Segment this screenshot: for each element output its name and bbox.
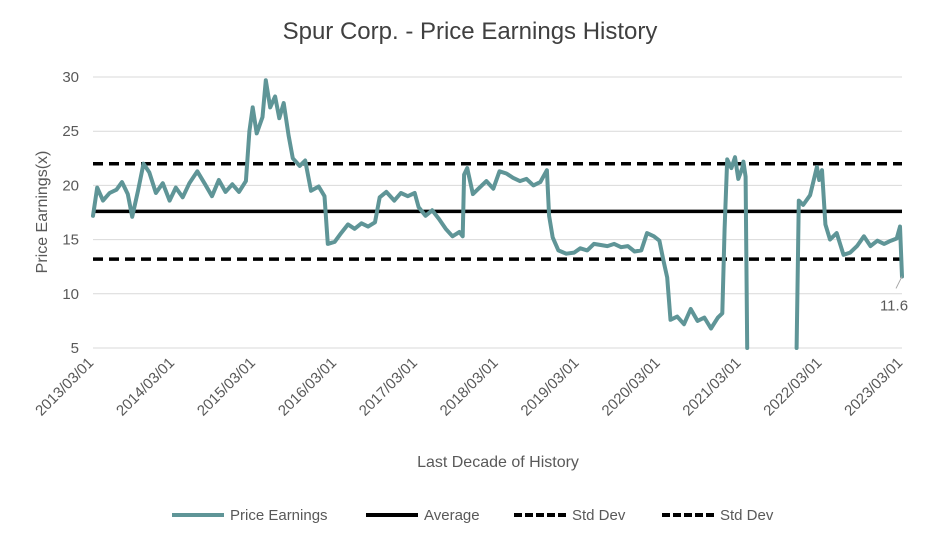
x-tick-label-9: 2022/03/01 <box>760 354 825 419</box>
data-labels: 11.6 <box>880 276 908 314</box>
legend-swatch-average <box>366 513 418 517</box>
x-tick-label-10: 2023/03/01 <box>841 354 906 419</box>
series-line-price-earnings-part-2 <box>794 165 904 350</box>
y-tick-labels: 5 10 15 20 25 30 <box>62 69 79 357</box>
y-tick-label-25: 25 <box>62 123 79 140</box>
y-axis-title: Price Earnings(x) <box>34 151 51 274</box>
data-label-last-value: 11.6 <box>880 297 908 314</box>
y-tick-label-5: 5 <box>71 340 79 357</box>
y-tick-label-10: 10 <box>62 286 79 303</box>
legend-item-std-dev-lower: Std Dev <box>662 503 773 527</box>
legend-label-price-earnings: Price Earnings <box>230 506 328 524</box>
legend-swatch-std-dev-upper <box>514 513 566 517</box>
x-tick-label-0: 2013/03/01 <box>32 354 97 419</box>
legend-item-average: Average <box>366 503 480 527</box>
y-tick-label-15: 15 <box>62 232 79 249</box>
x-tick-label-2: 2015/03/01 <box>194 354 259 419</box>
x-axis-title: Last Decade of History <box>417 454 579 471</box>
legend-item-price-earnings: Price Earnings <box>172 503 328 527</box>
data-label-leader <box>895 276 903 289</box>
x-tick-label-1: 2014/03/01 <box>113 354 178 419</box>
y-tick-label-30: 30 <box>62 69 79 86</box>
x-tick-labels: 2013/03/01 2014/03/01 2015/03/01 2016/03/01… <box>32 354 906 419</box>
legend-label-average: Average <box>424 506 480 524</box>
legend: Price Earnings Average Std Dev Std Dev <box>0 503 940 527</box>
x-tick-label-8: 2021/03/01 <box>679 354 744 419</box>
gridlines <box>93 76 902 349</box>
x-tick-label-7: 2020/03/01 <box>599 354 664 419</box>
y-tick-label-20: 20 <box>62 177 79 194</box>
legend-item-std-dev-upper: Std Dev <box>514 503 625 527</box>
series-line-price-earnings <box>91 78 750 350</box>
chart-title: Spur Corp. - Price Earnings History <box>282 18 658 45</box>
series-lines <box>91 78 904 350</box>
x-tick-label-3: 2016/03/01 <box>275 354 340 419</box>
x-tick-label-6: 2019/03/01 <box>518 354 583 419</box>
x-tick-label-4: 2017/03/01 <box>356 354 421 419</box>
legend-swatch-price-earnings <box>172 513 224 517</box>
x-tick-label-5: 2018/03/01 <box>437 354 502 419</box>
legend-label-std-dev-upper: Std Dev <box>572 506 626 524</box>
legend-label-std-dev-lower: Std Dev <box>720 506 774 524</box>
legend-swatch-std-dev-lower <box>662 513 714 517</box>
